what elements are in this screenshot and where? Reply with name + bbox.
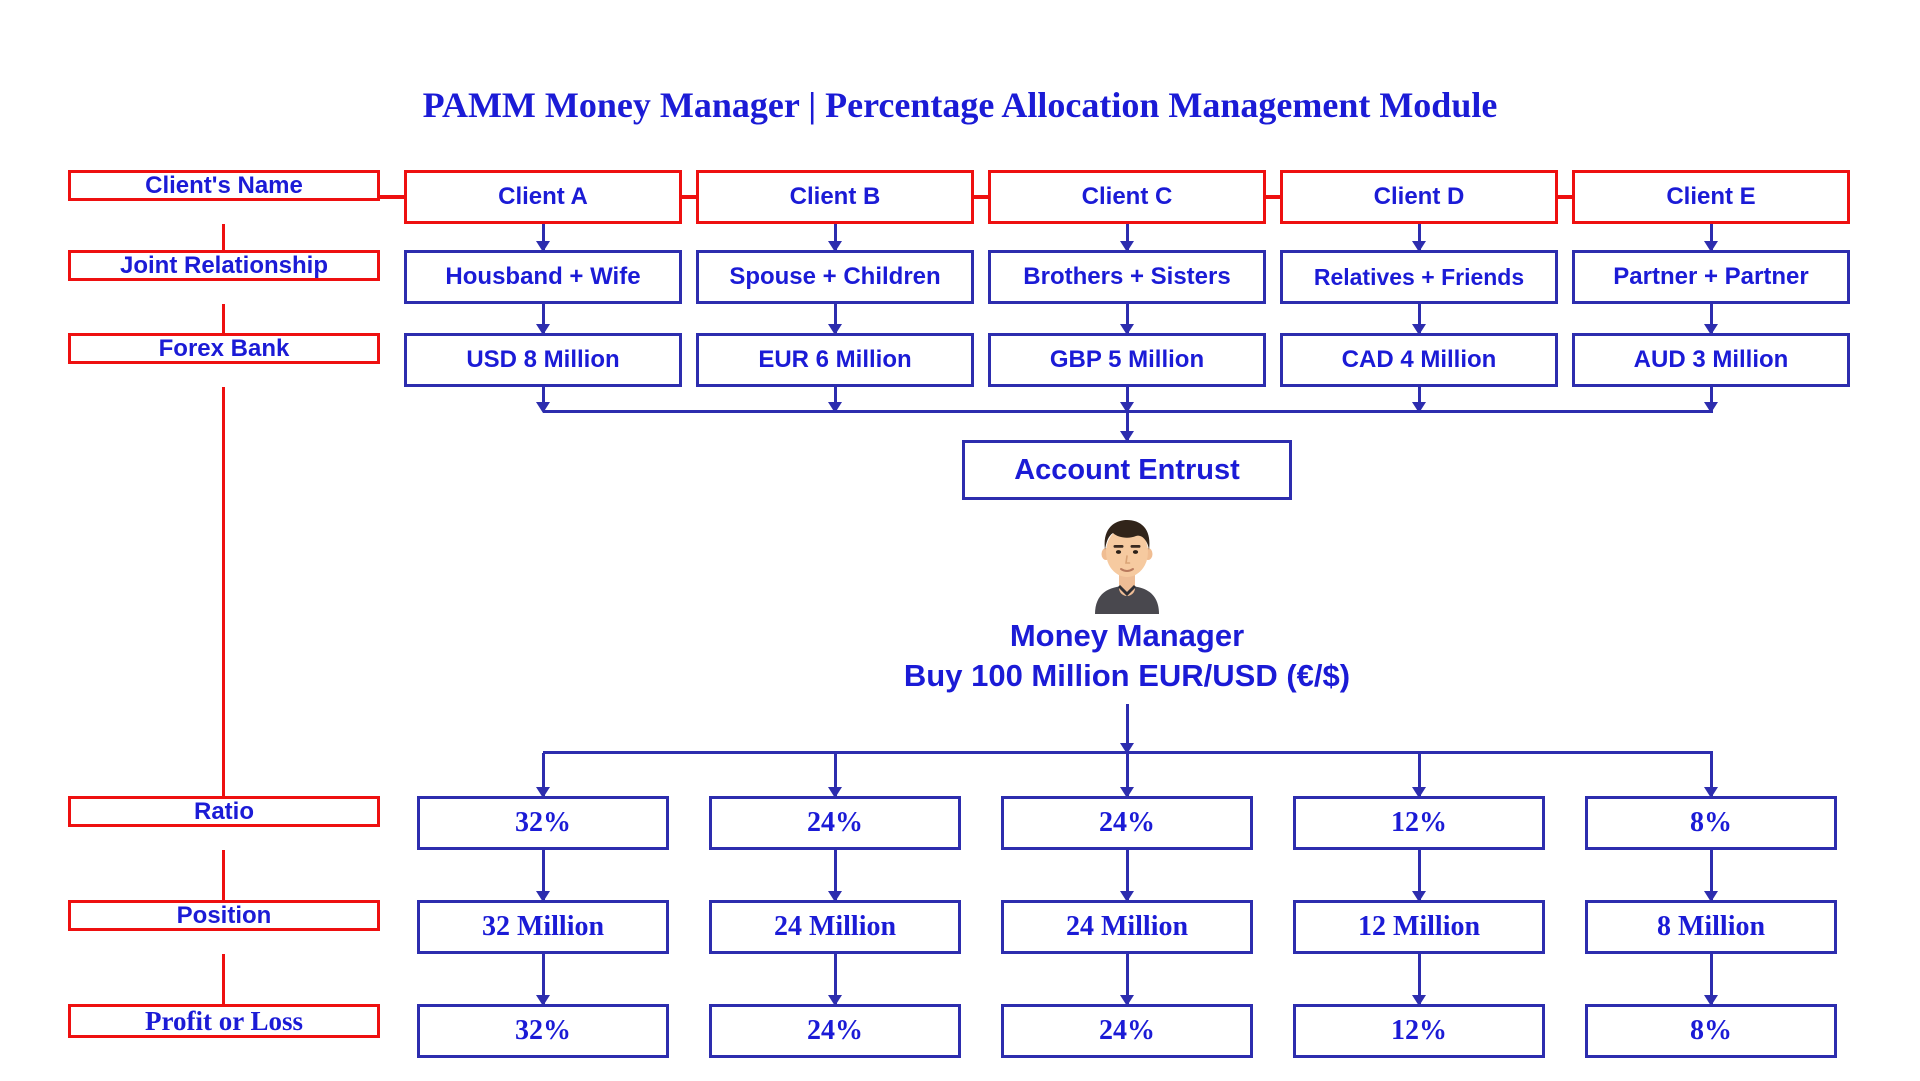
client-name-box: Client A bbox=[404, 170, 682, 224]
profit-value-box: 12% bbox=[1293, 1004, 1545, 1058]
money-manager-title: Money Manager bbox=[1009, 618, 1245, 653]
down-arrow bbox=[1709, 753, 1713, 796]
down-arrow bbox=[1125, 704, 1129, 752]
relationship-box: Spouse + Children bbox=[696, 250, 974, 304]
down-arrow bbox=[1417, 387, 1421, 411]
red-connector-line bbox=[222, 387, 225, 796]
down-arrow bbox=[541, 753, 545, 796]
position-value-box: 12 Million bbox=[1293, 900, 1545, 954]
profit-value-box: 8% bbox=[1585, 1004, 1837, 1058]
money-manager-avatar bbox=[1095, 520, 1159, 614]
ratio-value-box: 24% bbox=[1001, 796, 1253, 850]
down-arrow bbox=[1417, 304, 1421, 333]
down-arrow bbox=[1709, 954, 1713, 1004]
ratio-value-box: 24% bbox=[709, 796, 961, 850]
label-profit-or-loss: Profit or Loss bbox=[68, 1004, 380, 1039]
down-arrow bbox=[1709, 304, 1713, 333]
deposit-box: USD 8 Million bbox=[404, 333, 682, 387]
down-arrow bbox=[833, 954, 837, 1004]
down-arrow bbox=[541, 387, 545, 411]
down-arrow bbox=[1125, 753, 1129, 796]
down-arrow bbox=[833, 224, 837, 250]
relationship-box: Relatives + Friends bbox=[1280, 250, 1558, 304]
client-name-box: Client D bbox=[1280, 170, 1558, 224]
deposit-box: EUR 6 Million bbox=[696, 333, 974, 387]
account-entrust-box: Account Entrust bbox=[962, 440, 1292, 500]
client-name-box: Client E bbox=[1572, 170, 1850, 224]
label-joint-relationship: Joint Relationship bbox=[68, 250, 380, 282]
label-forex-bank: Forex Bank bbox=[68, 333, 380, 365]
deposit-box: AUD 3 Million bbox=[1572, 333, 1850, 387]
down-arrow bbox=[1417, 850, 1421, 900]
ratio-value-box: 8% bbox=[1585, 796, 1837, 850]
down-arrow bbox=[833, 304, 837, 333]
red-connector-line bbox=[974, 195, 988, 199]
money-manager-action: Buy 100 Million EUR/USD (€/$) bbox=[903, 658, 1351, 693]
down-arrow bbox=[1125, 850, 1129, 900]
label-ratio: Ratio bbox=[68, 796, 380, 828]
deposit-box: CAD 4 Million bbox=[1280, 333, 1558, 387]
down-arrow bbox=[1125, 387, 1129, 411]
ratio-value-box: 12% bbox=[1293, 796, 1545, 850]
relationship-box: Partner + Partner bbox=[1572, 250, 1850, 304]
down-arrow bbox=[833, 753, 837, 796]
down-arrow bbox=[1709, 224, 1713, 250]
ratio-value-box: 32% bbox=[417, 796, 669, 850]
relationship-box: Brothers + Sisters bbox=[988, 250, 1266, 304]
deposit-box: GBP 5 Million bbox=[988, 333, 1266, 387]
profit-value-box: 24% bbox=[1001, 1004, 1253, 1058]
label-clients-name: Client's Name bbox=[68, 170, 380, 202]
profit-value-box: 24% bbox=[709, 1004, 961, 1058]
red-connector-line bbox=[1558, 195, 1572, 199]
red-connector-line bbox=[1266, 195, 1280, 199]
red-connector-line bbox=[682, 195, 696, 199]
red-connector-line bbox=[222, 954, 225, 1004]
down-arrow bbox=[541, 224, 545, 250]
down-arrow bbox=[1709, 387, 1713, 411]
down-arrow bbox=[541, 850, 545, 900]
red-connector-line bbox=[222, 224, 225, 250]
down-arrow bbox=[541, 304, 545, 333]
down-arrow bbox=[1417, 954, 1421, 1004]
down-arrow bbox=[833, 850, 837, 900]
position-value-box: 24 Million bbox=[1001, 900, 1253, 954]
relationship-box: Housband + Wife bbox=[404, 250, 682, 304]
red-connector-line bbox=[222, 850, 225, 900]
client-name-box: Client B bbox=[696, 170, 974, 224]
distributor-line bbox=[543, 751, 1713, 754]
position-value-box: 8 Million bbox=[1585, 900, 1837, 954]
client-name-box: Client C bbox=[988, 170, 1266, 224]
collector-line bbox=[543, 410, 1713, 413]
red-connector-line bbox=[380, 195, 405, 199]
position-value-box: 32 Million bbox=[417, 900, 669, 954]
profit-value-box: 32% bbox=[417, 1004, 669, 1058]
down-arrow bbox=[1417, 224, 1421, 250]
red-connector-line bbox=[222, 304, 225, 333]
label-position: Position bbox=[68, 900, 380, 932]
position-value-box: 24 Million bbox=[709, 900, 961, 954]
page-title: PAMM Money Manager | Percentage Allocati… bbox=[422, 85, 1498, 125]
down-arrow bbox=[833, 387, 837, 411]
down-arrow bbox=[1125, 413, 1129, 440]
down-arrow bbox=[1709, 850, 1713, 900]
down-arrow bbox=[1417, 753, 1421, 796]
down-arrow bbox=[1125, 954, 1129, 1004]
down-arrow bbox=[1125, 224, 1129, 250]
down-arrow bbox=[541, 954, 545, 1004]
down-arrow bbox=[1125, 304, 1129, 333]
